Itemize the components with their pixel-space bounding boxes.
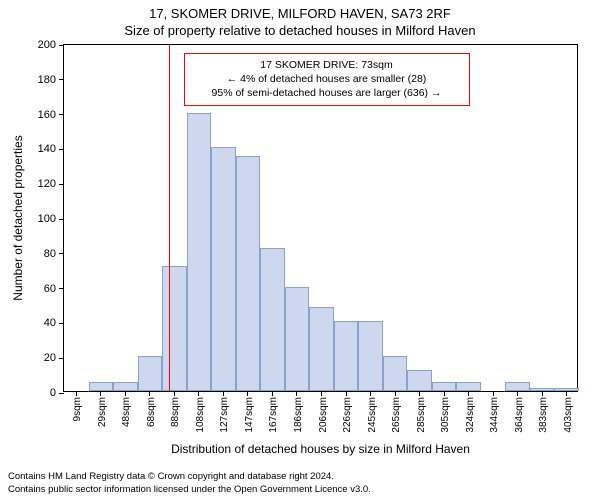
annotation-line: 17 SKOMER DRIVE: 73sqm: [193, 58, 461, 72]
chart-title-address: 17, SKOMER DRIVE, MILFORD HAVEN, SA73 2R…: [0, 0, 600, 21]
chart-title-subtitle: Size of property relative to detached ho…: [0, 21, 600, 38]
histogram-bar: [309, 307, 334, 391]
histogram-bar: [236, 156, 261, 391]
x-tick: [395, 391, 396, 396]
x-tick: [444, 391, 445, 396]
x-tick: [149, 391, 150, 396]
histogram-bar: [530, 388, 555, 391]
histogram-bar: [162, 266, 187, 391]
histogram-bar: [432, 382, 457, 391]
x-tick: [346, 391, 347, 396]
histogram-bar: [113, 382, 138, 391]
x-tick-label: 9sqm: [72, 397, 83, 421]
y-tick-label: 120: [38, 178, 64, 190]
x-tick-label: 245sqm: [367, 397, 378, 433]
histogram-bar: [138, 356, 163, 391]
x-tick: [296, 391, 297, 396]
y-tick-label: 40: [44, 317, 64, 329]
annotation-box: 17 SKOMER DRIVE: 73sqm← 4% of detached h…: [184, 53, 470, 106]
x-tick: [223, 391, 224, 396]
histogram-bar: [211, 147, 236, 391]
x-tick: [517, 391, 518, 396]
x-tick-label: 48sqm: [121, 397, 132, 427]
y-tick-label: 80: [44, 248, 64, 260]
x-tick: [76, 391, 77, 396]
chart-container: 17, SKOMER DRIVE, MILFORD HAVEN, SA73 2R…: [0, 0, 600, 500]
histogram-bar: [456, 382, 481, 391]
y-tick-label: 100: [38, 213, 64, 225]
histogram-bar: [260, 248, 285, 391]
x-tick-label: 88sqm: [170, 397, 181, 427]
attribution-footer: Contains HM Land Registry data © Crown c…: [8, 471, 371, 496]
x-tick-label: 383sqm: [538, 397, 549, 433]
x-tick-label: 265sqm: [391, 397, 402, 433]
x-tick-label: 29sqm: [97, 397, 108, 427]
x-tick-label: 186sqm: [293, 397, 304, 433]
property-marker-line: [169, 45, 170, 391]
histogram-bar: [358, 321, 383, 391]
histogram-bar: [285, 287, 310, 391]
plot-area: 0204060801001201401601802009sqm29sqm48sq…: [63, 44, 578, 392]
x-tick: [100, 391, 101, 396]
histogram-bar: [554, 388, 579, 391]
histogram-bar: [383, 356, 408, 391]
x-tick: [419, 391, 420, 396]
x-tick-label: 127sqm: [219, 397, 230, 433]
histogram-bar: [407, 370, 432, 391]
x-tick-label: 285sqm: [416, 397, 427, 433]
x-tick-label: 68sqm: [146, 397, 157, 427]
histogram-bar: [89, 382, 114, 391]
y-tick-label: 140: [38, 143, 64, 155]
x-tick: [542, 391, 543, 396]
x-tick-label: 344sqm: [489, 397, 500, 433]
x-tick: [370, 391, 371, 396]
annotation-line: 95% of semi-detached houses are larger (…: [193, 86, 461, 100]
x-tick-label: 167sqm: [268, 397, 279, 433]
annotation-line: ← 4% of detached houses are smaller (28): [193, 72, 461, 86]
x-tick: [493, 391, 494, 396]
x-tick-label: 147sqm: [244, 397, 255, 433]
y-axis-label: Number of detached properties: [11, 135, 25, 300]
x-tick-label: 206sqm: [318, 397, 329, 433]
y-tick-label: 160: [38, 109, 64, 121]
x-tick-label: 403sqm: [563, 397, 574, 433]
x-tick: [198, 391, 199, 396]
histogram-bar: [187, 113, 212, 391]
x-tick-label: 305sqm: [440, 397, 451, 433]
x-tick-label: 108sqm: [195, 397, 206, 433]
x-tick-label: 324sqm: [465, 397, 476, 433]
y-tick-label: 60: [44, 283, 64, 295]
y-tick-label: 180: [38, 74, 64, 86]
x-tick: [468, 391, 469, 396]
histogram-bar: [505, 382, 530, 391]
x-tick: [272, 391, 273, 396]
x-tick: [247, 391, 248, 396]
x-tick: [125, 391, 126, 396]
footer-line-2: Contains public sector information licen…: [8, 484, 371, 496]
x-tick: [174, 391, 175, 396]
y-tick-label: 0: [50, 387, 64, 399]
footer-line-1: Contains HM Land Registry data © Crown c…: [8, 471, 371, 483]
x-tick: [321, 391, 322, 396]
x-tick: [566, 391, 567, 396]
y-tick-label: 20: [44, 352, 64, 364]
x-tick-label: 226sqm: [342, 397, 353, 433]
x-tick-label: 364sqm: [514, 397, 525, 433]
y-tick-label: 200: [38, 39, 64, 51]
x-axis-label: Distribution of detached houses by size …: [171, 442, 470, 456]
histogram-bar: [334, 321, 359, 391]
